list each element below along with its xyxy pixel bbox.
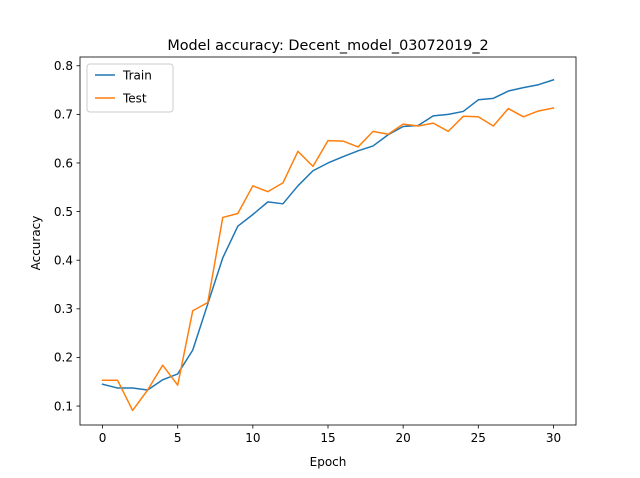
y-tick-label: 0.3 [54, 302, 73, 316]
y-tick-label: 0.2 [54, 351, 73, 365]
x-tick-label: 15 [320, 431, 335, 445]
y-tick-label: 0.4 [54, 254, 73, 268]
legend-box [86, 63, 174, 113]
x-tick-label: 20 [396, 431, 411, 445]
x-axis: 0 5 10 15 20 25 30 [99, 425, 561, 445]
x-tick-label: 10 [245, 431, 260, 445]
y-axis-label: Accuracy [29, 216, 43, 271]
y-tick-label: 0.1 [54, 399, 73, 413]
legend: Train Test [86, 63, 174, 113]
y-tick-label: 0.6 [54, 156, 73, 170]
x-axis-label: Epoch [310, 455, 347, 469]
y-tick-label: 0.7 [54, 108, 73, 122]
x-tick-label: 30 [546, 431, 561, 445]
legend-label-train: Train [122, 68, 152, 82]
x-tick-label: 5 [174, 431, 182, 445]
chart-title: Model accuracy: Decent_model_03072019_2 [167, 38, 488, 54]
x-tick-label: 0 [99, 431, 107, 445]
series-line-test [101, 107, 555, 412]
x-tick-label: 25 [471, 431, 486, 445]
y-tick-label: 0.8 [54, 59, 73, 73]
legend-label-test: Test [122, 91, 147, 105]
y-axis: 0.1 0.2 0.3 0.4 0.5 0.6 0.7 0.8 [54, 59, 80, 413]
series-line-train [101, 78, 555, 391]
y-tick-label: 0.5 [54, 205, 73, 219]
